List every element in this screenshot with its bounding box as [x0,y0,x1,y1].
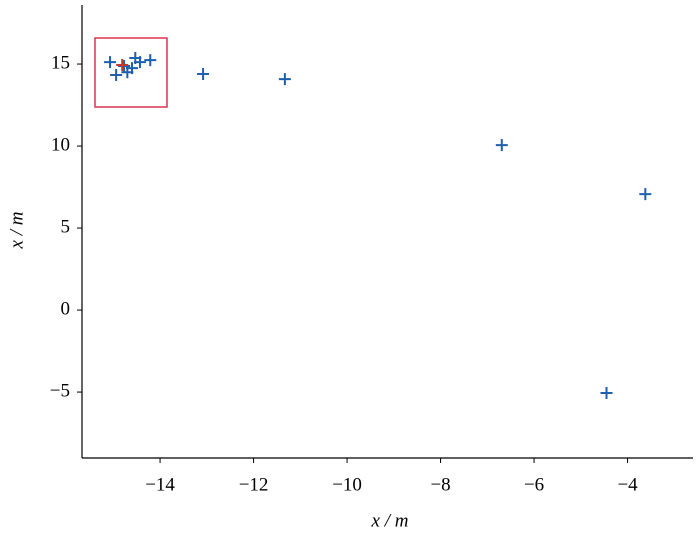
y-tick-label: 10 [51,134,70,155]
y-tick-label: 5 [61,216,71,237]
x-tick-label: −4 [617,474,638,495]
point [104,56,117,69]
point [133,56,146,69]
point [116,59,129,72]
highlight-box [94,37,168,108]
point [110,69,123,82]
y-tick-label: 15 [51,52,70,73]
y-axis-label: x / m [6,212,27,250]
x-tick-label: −12 [239,474,269,495]
point [600,387,613,400]
x-tick-label: −8 [430,474,450,495]
y-tick-label: 0 [61,298,71,319]
point [126,62,139,75]
point [639,188,652,201]
point [144,54,157,67]
x-tick-label: −6 [524,474,544,495]
x-tick-label: −10 [332,474,362,495]
point [495,139,508,152]
x-axis-label: x / m [371,510,409,531]
y-tick-label: −5 [50,380,70,401]
point [197,68,210,81]
x-tick-label: −14 [145,474,175,495]
point [278,73,291,86]
